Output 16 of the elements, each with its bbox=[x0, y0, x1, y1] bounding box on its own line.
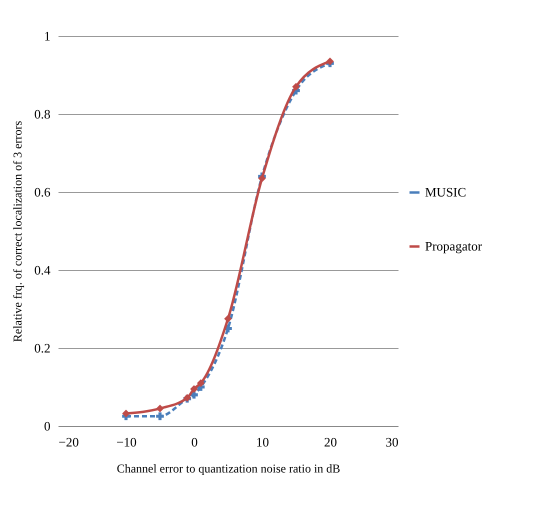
y-tick-label: 0.2 bbox=[34, 340, 50, 356]
legend-label: Propagator bbox=[425, 238, 483, 254]
y-tick-label: 0.8 bbox=[34, 106, 50, 122]
x-tick-label: 20 bbox=[324, 434, 337, 450]
y-tick-label: 1 bbox=[44, 28, 50, 44]
x-axis-title: Channel error to quantization noise ratio in dB bbox=[116, 462, 340, 476]
x-tick-label: −10 bbox=[116, 434, 137, 450]
y-tick-label: 0 bbox=[44, 418, 50, 434]
x-tick-label: 10 bbox=[256, 434, 269, 450]
legend-label: MUSIC bbox=[425, 184, 466, 200]
y-tick-label: 0.4 bbox=[34, 262, 51, 278]
y-tick-label: 0.6 bbox=[34, 184, 51, 200]
x-tick-label: −20 bbox=[58, 434, 79, 450]
x-tick-label: 30 bbox=[386, 434, 398, 450]
y-axis-title: Relative frq. of correct localization of 3 errors bbox=[10, 120, 24, 342]
x-tick-label: 0 bbox=[191, 434, 198, 450]
